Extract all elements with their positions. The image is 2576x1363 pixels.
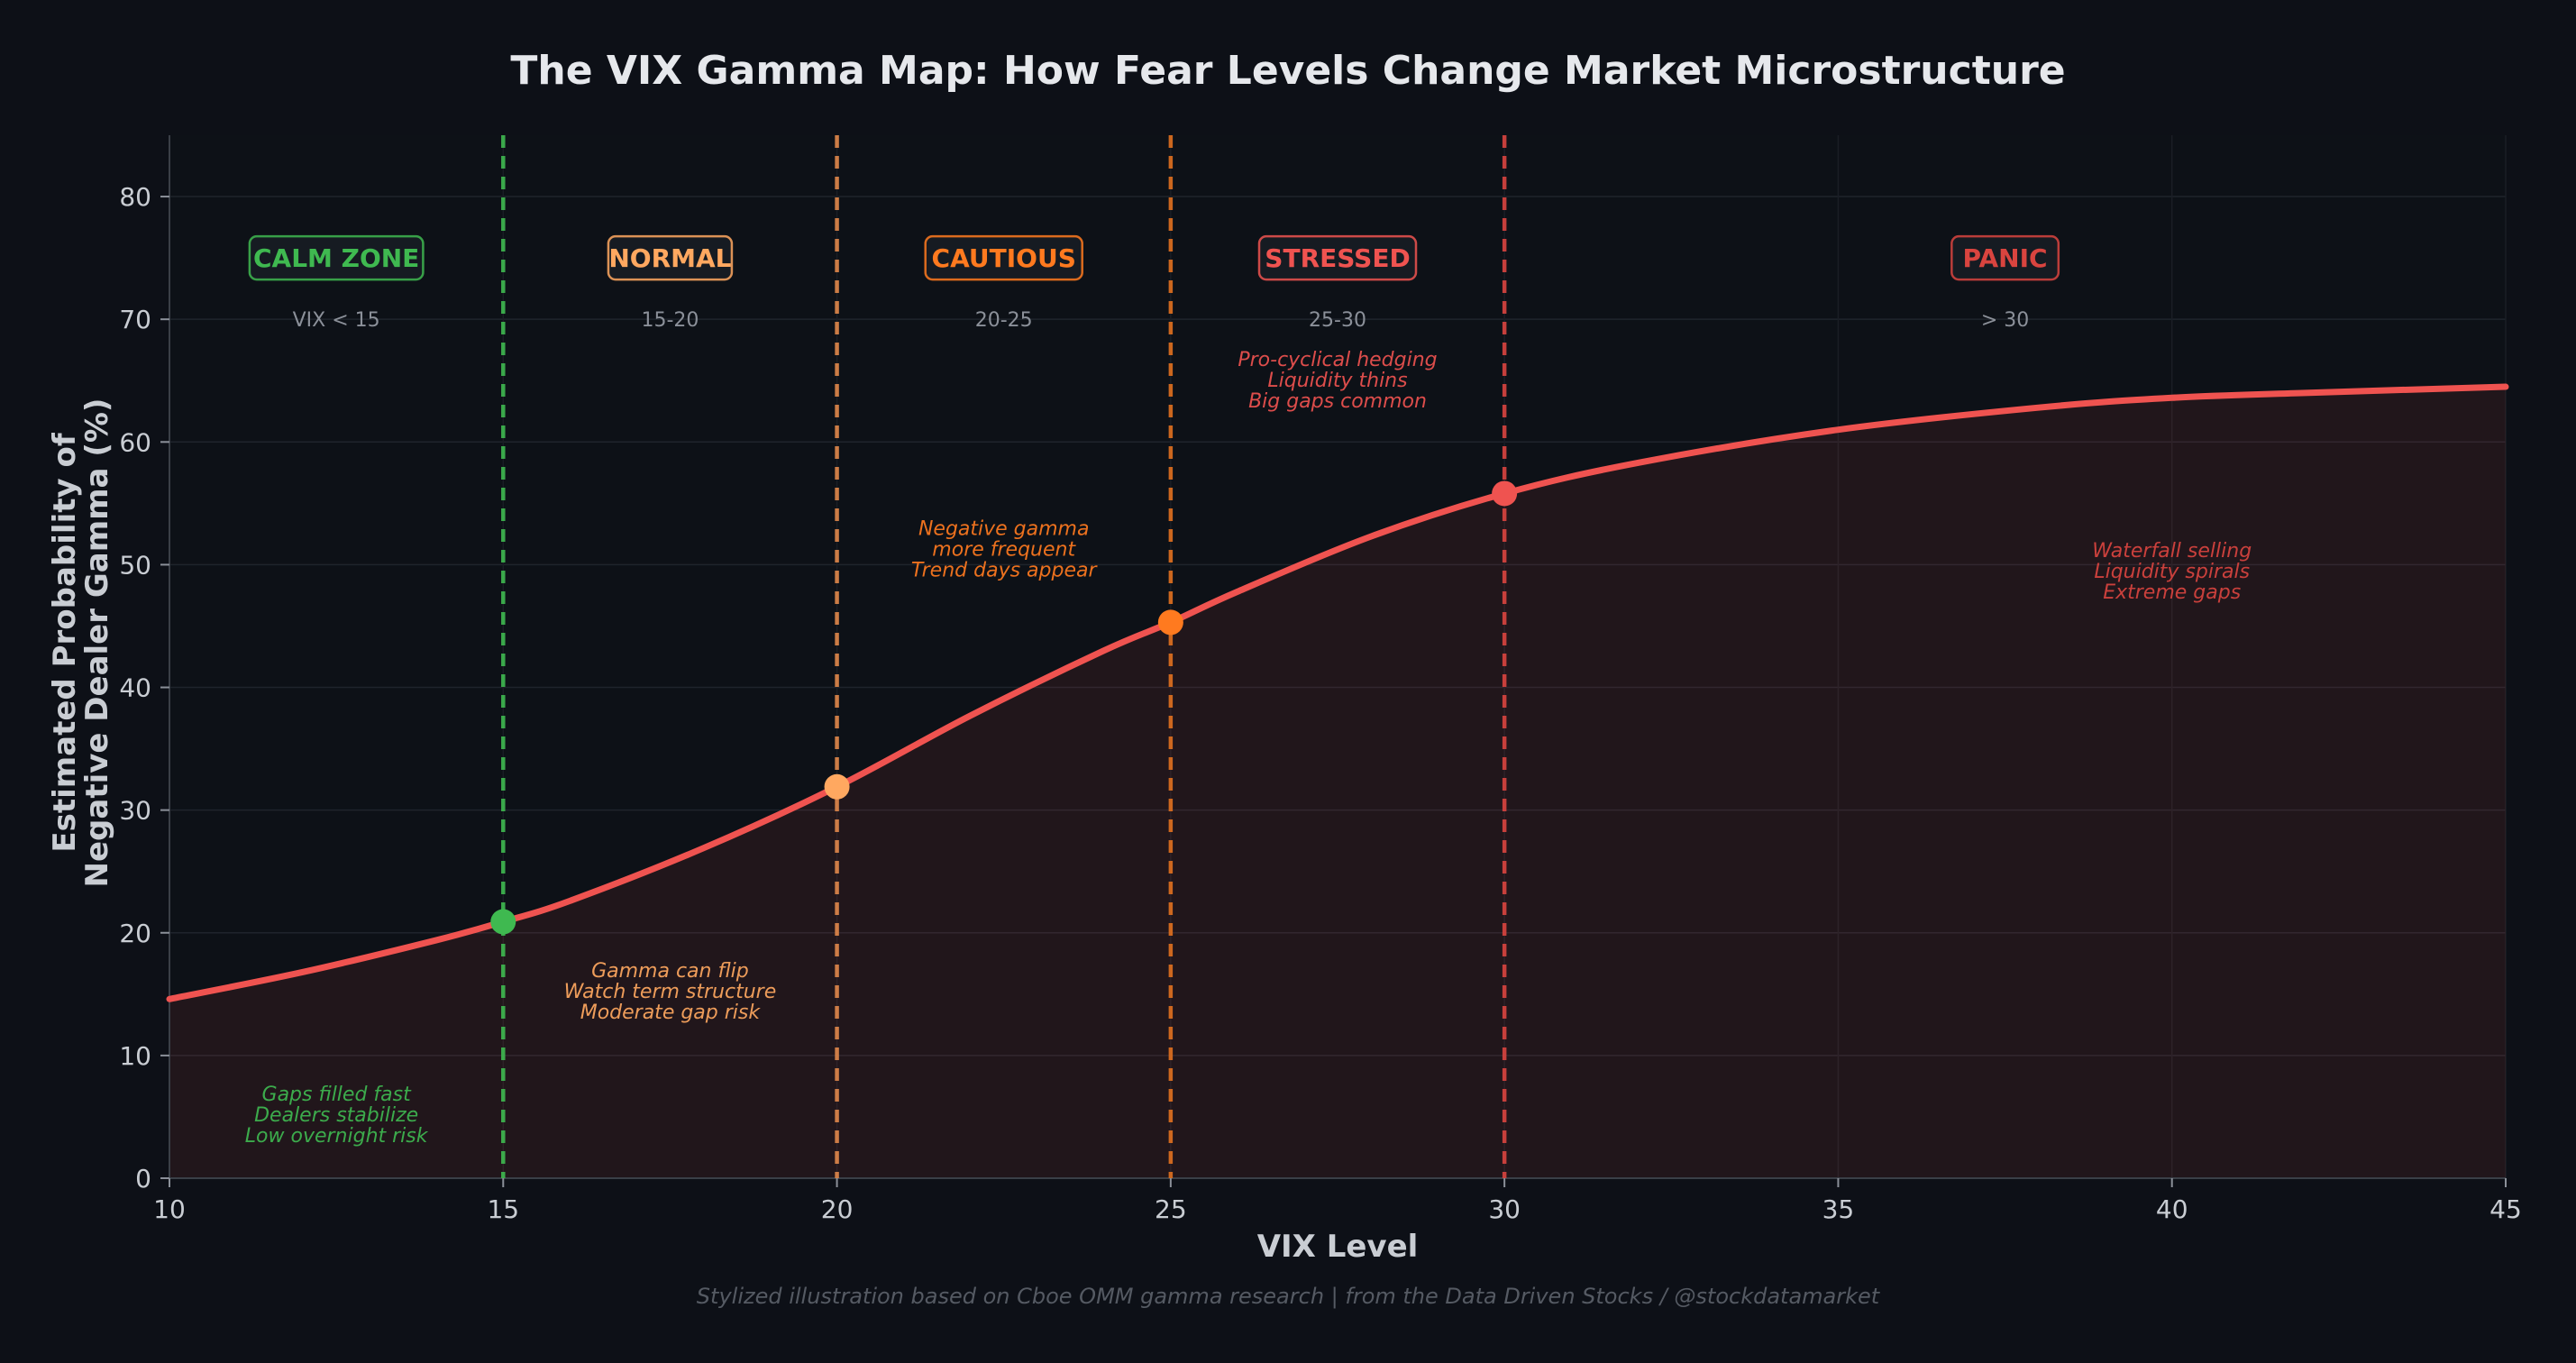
zone-note-3-0: Pro-cyclical hedging (1238, 349, 1437, 371)
zone-note-4-2: Extreme gaps (2103, 581, 2241, 604)
x-tick-label: 25 (1155, 1194, 1187, 1224)
zone-badge-4 (1950, 234, 2060, 281)
zone-label-2: CAUTIOUS (932, 243, 1076, 273)
y-tick-label: 30 (119, 796, 151, 826)
zone-label-4: PANIC (1963, 243, 2048, 273)
zone-range-4: > 30 (1981, 309, 2029, 332)
zone-range-3: 25-30 (1309, 309, 1366, 332)
zone-note-1-1: Watch term structure (564, 981, 777, 1003)
footer-credit: Stylized illustration based on Cboe OMM … (697, 1284, 1881, 1309)
plot-background (169, 135, 2506, 1178)
y-tick-label: 50 (119, 550, 151, 580)
y-tick-label: 80 (119, 182, 151, 212)
y-axis-title-line1: Estimated Probability of (47, 432, 83, 852)
x-axis-title: VIX Level (1257, 1229, 1419, 1265)
zone-note-2-1: more frequent (932, 539, 1076, 562)
zone-note-0-0: Gaps filled fast (262, 1084, 413, 1106)
zone-label-3: STRESSED (1265, 243, 1410, 273)
zone-note-0-2: Low overnight risk (245, 1125, 429, 1148)
y-tick-label: 40 (119, 673, 151, 703)
y-tick-label: 0 (135, 1164, 151, 1194)
x-tick-label: 15 (487, 1194, 519, 1224)
zone-note-1-0: Gamma can flip (591, 960, 749, 983)
zone-note-4-0: Waterfall selling (2092, 540, 2252, 563)
zone-note-3-2: Big gaps common (1248, 390, 1427, 413)
zone-badge-0 (248, 234, 425, 281)
x-tick-label: 30 (1488, 1194, 1521, 1224)
chart-title: The VIX Gamma Map: How Fear Levels Chang… (510, 48, 2065, 94)
y-axis-title-group: Estimated Probability of Negative Dealer… (47, 398, 115, 888)
marker-vix-15 (490, 909, 516, 935)
zone-label-1: NORMAL (608, 243, 731, 273)
zone-label-0: CALM ZONE (253, 243, 419, 273)
y-axis-title-line2: Negative Dealer Gamma (%) (79, 398, 115, 888)
zone-badge-3 (1257, 234, 1418, 281)
curve-area-fill (169, 387, 2506, 1179)
x-tick-label: 40 (2156, 1194, 2188, 1224)
marker-vix-25 (1157, 609, 1183, 636)
marker-vix-30 (1492, 480, 1518, 507)
zone-note-1-2: Moderate gap risk (580, 1002, 762, 1024)
marker-vix-20 (824, 773, 850, 800)
zone-range-2: 20-25 (975, 309, 1033, 332)
zone-range-1: 15-20 (641, 309, 699, 332)
x-tick-label: 10 (153, 1194, 186, 1224)
y-tick-label: 20 (119, 919, 151, 948)
zone-note-2-2: Trend days appear (911, 560, 1099, 582)
zone-note-0-1: Dealers stabilize (254, 1104, 418, 1127)
x-tick-label: 20 (821, 1194, 854, 1224)
zone-range-0: VIX < 15 (293, 309, 380, 332)
zone-badge-1 (607, 234, 734, 281)
x-tick-label: 45 (2489, 1194, 2522, 1224)
zone-note-2-0: Negative gamma (918, 518, 1090, 541)
zone-note-4-1: Liquidity spirals (2094, 561, 2250, 583)
y-tick-label: 60 (119, 427, 151, 457)
zone-note-3-1: Liquidity thins (1267, 370, 1407, 392)
y-tick-label: 70 (119, 305, 151, 334)
x-tick-label: 35 (1822, 1194, 1855, 1224)
y-tick-label: 10 (119, 1041, 151, 1071)
zone-badge-2 (924, 234, 1083, 281)
